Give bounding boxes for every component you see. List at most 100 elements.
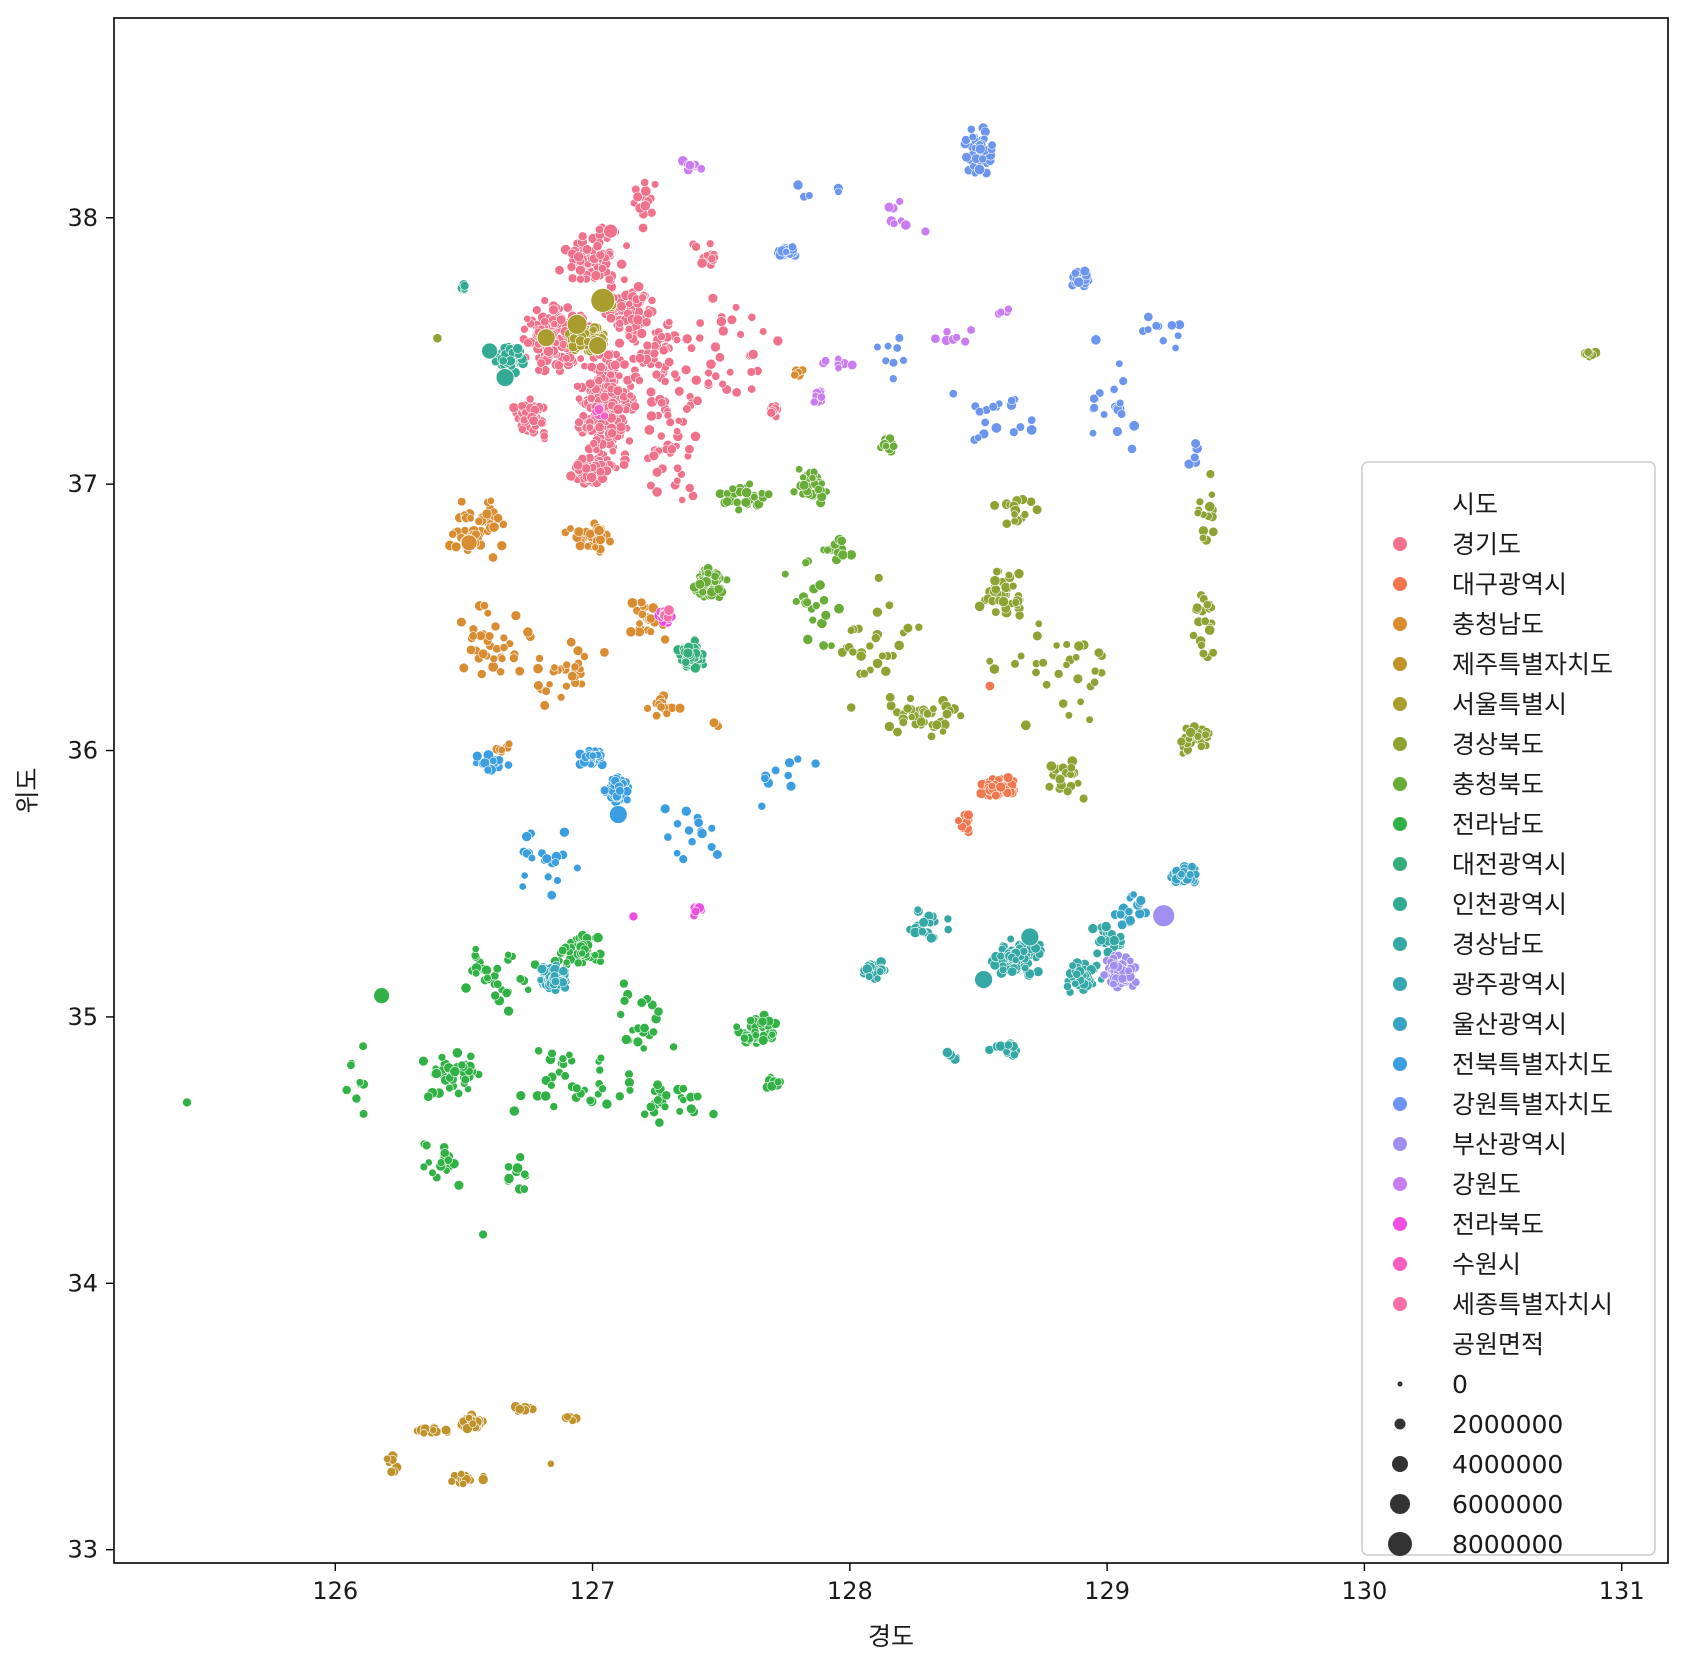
data-point	[1115, 909, 1126, 920]
data-point	[1128, 420, 1140, 432]
y-tick-label: 34	[67, 1269, 98, 1297]
data-point	[1006, 934, 1015, 944]
data-point	[751, 1031, 760, 1040]
data-point	[695, 318, 705, 328]
data-point	[478, 1229, 488, 1240]
legend-label: 부산광역시	[1452, 1130, 1567, 1159]
data-point	[810, 758, 821, 769]
data-point	[814, 579, 826, 591]
legend-label: 강원특별자치도	[1452, 1090, 1613, 1119]
data-point	[615, 318, 625, 328]
data-point	[1062, 786, 1073, 797]
data-point	[386, 1467, 397, 1477]
series-8	[672, 635, 708, 674]
data-point	[732, 497, 742, 507]
data-point	[638, 293, 647, 303]
data-point	[920, 226, 931, 237]
data-point	[474, 516, 484, 526]
data-point	[1071, 979, 1080, 988]
data-point	[565, 1050, 574, 1059]
data-point	[449, 1066, 461, 1077]
data-point	[553, 876, 562, 885]
data-point	[497, 654, 507, 663]
data-point	[1089, 393, 1099, 404]
data-point	[492, 964, 502, 974]
data-point	[1007, 396, 1017, 406]
data-point	[834, 364, 843, 373]
data-point	[1052, 641, 1061, 650]
data-point	[978, 154, 988, 164]
legend-label: 충청북도	[1452, 770, 1544, 799]
data-point	[532, 305, 542, 315]
data-point	[1026, 496, 1036, 507]
data-point	[1087, 923, 1099, 934]
data-point	[662, 709, 671, 718]
data-point	[865, 641, 875, 651]
data-point	[987, 140, 997, 150]
data-point	[594, 422, 605, 433]
data-point	[636, 597, 647, 608]
data-point	[457, 1470, 466, 1479]
data-point	[1004, 570, 1014, 580]
data-point	[523, 314, 532, 323]
data-point	[432, 333, 443, 344]
series-0	[508, 178, 784, 504]
data-point	[596, 1053, 606, 1063]
data-point	[1187, 862, 1197, 872]
data-point	[1019, 946, 1029, 956]
legend-marker	[1393, 1257, 1407, 1271]
data-point	[524, 985, 533, 994]
data-point	[731, 387, 742, 398]
data-point	[619, 359, 630, 370]
data-point	[563, 1412, 572, 1422]
data-point	[673, 819, 682, 829]
data-point	[527, 853, 537, 863]
data-point	[848, 647, 858, 657]
data-point	[1031, 667, 1041, 677]
data-point	[883, 342, 893, 351]
data-point	[1192, 602, 1203, 613]
data-point	[941, 708, 953, 720]
data-point	[573, 251, 585, 263]
data-point	[351, 1093, 362, 1104]
data-point	[716, 316, 727, 327]
data-point	[734, 505, 743, 515]
legend-label: 울산광역시	[1452, 1010, 1567, 1039]
data-point	[596, 362, 606, 372]
data-point	[1117, 919, 1128, 930]
data-point	[603, 223, 618, 239]
data-point	[808, 615, 817, 625]
legend-label: 전라북도	[1452, 1210, 1544, 1239]
data-point	[827, 641, 836, 650]
data-point	[673, 463, 683, 473]
x-tick-label: 131	[1599, 1577, 1645, 1605]
data-point	[707, 293, 719, 304]
legend-size-marker	[1394, 1418, 1406, 1430]
data-point	[1090, 666, 1100, 676]
data-point	[1208, 648, 1218, 658]
series-16	[677, 155, 1013, 407]
data-point	[536, 976, 545, 984]
y-axis-title: 위도	[13, 767, 42, 813]
data-point	[437, 1053, 447, 1062]
data-point	[1095, 388, 1105, 398]
data-point	[913, 905, 922, 914]
data-point	[619, 995, 630, 1006]
data-point	[537, 418, 546, 428]
data-point	[567, 273, 578, 284]
data-point	[1015, 422, 1026, 432]
data-point	[465, 644, 476, 655]
series-11	[536, 960, 571, 995]
data-point	[695, 333, 705, 343]
data-point	[798, 480, 810, 491]
data-point	[918, 917, 929, 928]
data-point	[546, 890, 557, 901]
data-point	[1143, 325, 1153, 334]
data-point	[846, 626, 856, 635]
data-point	[547, 1081, 556, 1090]
legend-size-label: 8000000	[1452, 1530, 1563, 1559]
series-10	[859, 905, 1126, 1065]
data-point	[802, 597, 812, 608]
data-point	[593, 525, 605, 536]
data-point	[483, 609, 492, 618]
